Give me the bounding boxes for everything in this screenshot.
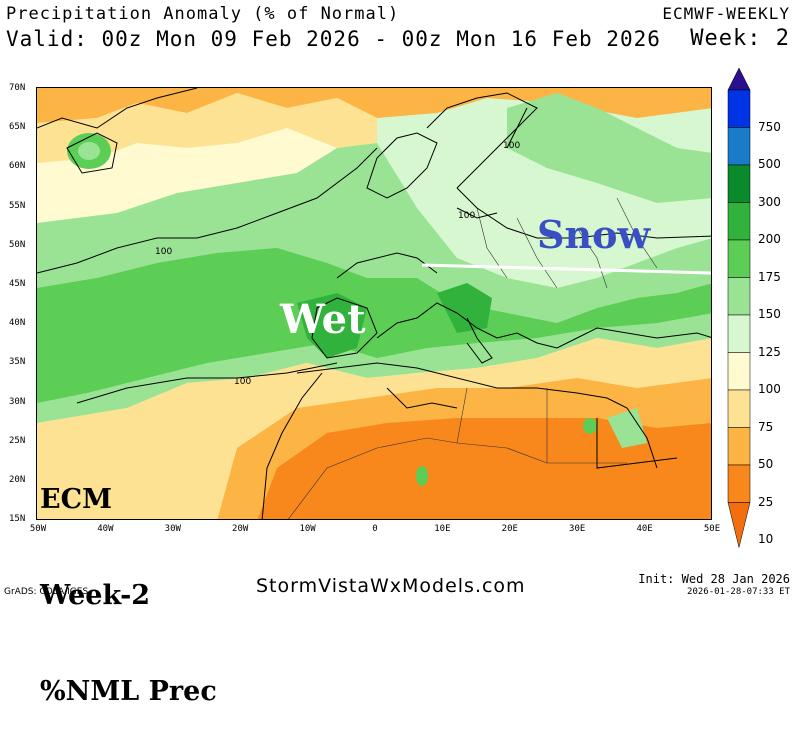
latitude-label: 40N <box>9 318 26 329</box>
model-name: ECMWF-WEEKLY <box>662 4 790 23</box>
latitude-label: 60N <box>9 161 26 172</box>
colorbar-level-label: 175 <box>758 269 781 284</box>
ecm-caption-line: ECM <box>40 484 112 515</box>
longitude-label: 0 <box>372 524 378 534</box>
colorbar-level-label: 200 <box>758 232 781 246</box>
latitude-label: 55N <box>9 200 26 211</box>
contour-label: 100 <box>155 247 172 257</box>
snow-annotation: Snow <box>537 212 651 257</box>
colorbar-level-label: 10 <box>758 532 774 546</box>
longitude-label: 10W <box>299 524 316 534</box>
longitude-label: 30E <box>569 524 586 534</box>
wet-annotation: Wet <box>280 296 366 343</box>
colorbar-segment <box>727 239 751 278</box>
latitude-label: 15N <box>9 514 26 525</box>
contour-label: 100 <box>503 141 520 151</box>
snow-divider-line <box>421 263 711 275</box>
site-credit: StormVistaWxModels.com <box>256 575 526 597</box>
ecm-caption-line: %NML Prec <box>40 676 217 707</box>
valid-period: Valid: 00z Mon 09 Feb 2026 - 00z Mon 16 … <box>6 27 661 51</box>
longitude-label: 10E <box>434 524 451 534</box>
init-time: Init: Wed 28 Jan 2026 <box>638 572 790 586</box>
longitude-label: 50W <box>29 524 47 534</box>
colorbar-level-label: 25 <box>758 494 774 509</box>
latitude-label: 70N <box>9 83 26 93</box>
colorbar-level-label: 125 <box>758 344 781 359</box>
colorbar-segment <box>727 164 751 203</box>
colorbar-level-label: 100 <box>758 382 781 396</box>
forecast-week: Week: 2 <box>690 26 790 51</box>
latitude-label: 20N <box>9 475 26 485</box>
timestamp: 2026-01-28-07:33 ET <box>687 587 790 597</box>
colorbar-segment <box>727 464 751 503</box>
longitude-label: 50E <box>703 524 721 534</box>
colorbar-level-label: 300 <box>758 194 781 209</box>
contour-label: 100 <box>234 377 251 387</box>
map-canvas: 100 100 100 100 <box>37 88 711 519</box>
longitude-label: 20W <box>232 524 249 534</box>
colorbar-segment <box>727 352 751 391</box>
longitude-label: 40W <box>97 524 114 534</box>
colorbar-level-label: 750 <box>758 119 781 134</box>
colorbar-segment <box>727 202 751 241</box>
latitude-label: 25N <box>9 435 26 446</box>
colorbar-bottom-arrow <box>727 502 751 548</box>
colorbar-level-label: 150 <box>758 307 781 321</box>
grads-credit: GrADS: COLA/IGES <box>4 587 89 597</box>
longitude-label: 40E <box>636 524 653 534</box>
latitude-label: 35N <box>9 357 26 368</box>
colorbar-segment <box>727 89 751 128</box>
colorbar-level-label: 50 <box>758 457 774 471</box>
anomaly-map: 100 100 100 100 <box>36 87 712 520</box>
longitude-label: 30W <box>164 524 181 534</box>
longitude-label: 20E <box>501 524 518 534</box>
colorbar-level-label: 500 <box>758 157 781 171</box>
map-title: Precipitation Anomaly (% of Normal) <box>6 4 400 24</box>
colorbar <box>727 68 751 548</box>
contour-label: 100 <box>458 211 475 221</box>
latitude-label: 30N <box>9 396 26 407</box>
colorbar-top-arrow <box>727 68 751 91</box>
colorbar-segment <box>727 389 751 428</box>
latitude-label: 50N <box>9 239 26 250</box>
latitude-label: 65N <box>9 122 26 133</box>
colorbar-segment <box>727 277 751 316</box>
colorbar-segment <box>727 127 751 166</box>
ecm-caption: ECM Week-2 %NML Prec <box>40 420 217 740</box>
colorbar-segment <box>727 314 751 353</box>
colorbar-level-label: 75 <box>758 419 774 434</box>
latitude-label: 45N <box>9 279 26 289</box>
colorbar-segment <box>727 427 751 466</box>
